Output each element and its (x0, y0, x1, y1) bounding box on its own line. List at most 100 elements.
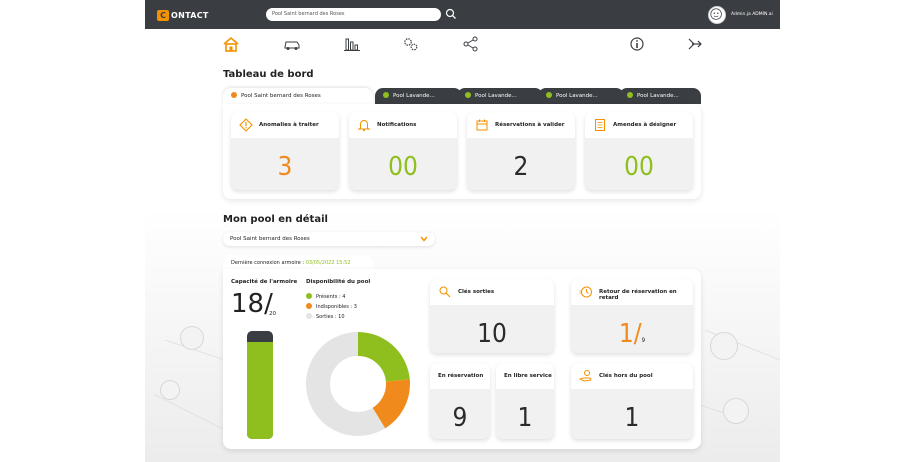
tab-label: Pool Lavande... (393, 93, 435, 99)
tab-pool-3[interactable]: Pool Lavande... (457, 88, 543, 104)
status-dot (627, 92, 633, 98)
card-header: Retour de réservation en retard (571, 279, 693, 305)
info-icon[interactable] (628, 36, 646, 52)
card-title: En réservation (438, 373, 484, 379)
tab-label: Pool Lavande... (475, 93, 517, 99)
pool-select-value: Pool Saint bernard des Roses (230, 236, 310, 242)
tab-label: Pool Lavande... (556, 93, 598, 99)
last-connection-value: 03/05/2022 15:52 (305, 260, 351, 266)
logout-icon[interactable] (686, 36, 704, 52)
logo[interactable]: C ONTACT (157, 9, 209, 21)
pool-detail-title: Mon pool en détail (223, 214, 328, 225)
status-dot (231, 92, 237, 98)
card-title: Anomalies à traiter (259, 122, 319, 128)
card-header: Anomalies à traiter (231, 112, 339, 138)
late-return-count: 1/ (618, 319, 642, 349)
card-title: Notifications (377, 122, 417, 128)
document-icon (595, 119, 605, 131)
card-title: Clés hors du pool (599, 373, 653, 379)
card-header: Clés sorties (430, 279, 554, 305)
availability-label: Disponibilité du pool (306, 279, 371, 285)
legend-text: Indisponibles : 3 (316, 304, 357, 310)
keys-outside-card[interactable]: Clés hors du pool 1 (571, 363, 693, 439)
late-return-total: 9 (641, 337, 646, 344)
user-name[interactable]: Admin.ja ADMIN.ai (731, 12, 773, 17)
chevron-down-icon (420, 236, 428, 242)
card-header: Clés hors du pool (571, 363, 693, 389)
background-face-icon (180, 326, 204, 350)
search-icon[interactable] (445, 8, 457, 20)
dashboard-title: Tableau de bord (223, 69, 314, 80)
legend-swatch (306, 293, 312, 299)
donut-slice-out (306, 332, 410, 436)
card-title: Amendes à désigner (613, 122, 677, 128)
in-reservation-card[interactable]: En réservation 9 (430, 363, 490, 439)
clock-return-icon (579, 286, 592, 298)
free-service-count: 1 (517, 403, 533, 433)
background-screen-icon (710, 332, 738, 360)
card-header: Amendes à désigner (585, 112, 693, 138)
last-connection: Dernière connexion armoire : 03/05/2022 … (223, 255, 373, 271)
tab-pool-5[interactable]: Pool Lavande... (619, 88, 701, 104)
tab-pool-1[interactable]: Pool Saint bernard des Roses (223, 88, 373, 104)
keys-out-card[interactable]: Clés sorties 10 (430, 279, 554, 353)
pool-panel: Capacité de l'armoire 18/ 20 Disponibili… (223, 269, 701, 449)
chart-icon[interactable] (343, 36, 361, 52)
donut-slice-unavailable (306, 332, 410, 436)
background-car-icon (160, 380, 180, 400)
warning-icon (239, 118, 253, 132)
reservations-count: 2 (513, 152, 529, 182)
bell-icon (357, 119, 371, 132)
tab-label: Pool Lavande... (637, 93, 679, 99)
free-service-card[interactable]: En libre service 1 (496, 363, 554, 439)
app-frame: C ONTACT Pool Saint bernard des Roses Ad… (145, 0, 780, 462)
status-dot (383, 92, 389, 98)
calendar-icon (476, 119, 488, 131)
tab-pool-2[interactable]: Pool Lavande... (375, 88, 462, 104)
fines-card[interactable]: Amendes à désigner 00 (585, 112, 693, 190)
top-bar: C ONTACT Pool Saint bernard des Roses Ad… (145, 0, 780, 29)
anomalies-count: 3 (277, 152, 293, 182)
availability-donut (306, 332, 410, 436)
tab-pool-4[interactable]: Pool Lavande... (538, 88, 624, 104)
reservations-card[interactable]: Réservations à valider 2 (467, 112, 575, 190)
avatar[interactable] (708, 6, 726, 24)
legend-text: Présents : 4 (316, 294, 346, 300)
legend-swatch (306, 303, 312, 309)
keys-outside-count: 1 (624, 403, 640, 433)
pool-tabs: Pool Lavande... Pool Lavande... Pool Lav… (223, 88, 701, 106)
status-dot (465, 92, 471, 98)
dashboard-panel: Anomalies à traiter 3 Notifications 00 R… (223, 104, 701, 199)
settings-gears-icon[interactable] (402, 36, 420, 52)
late-return-card[interactable]: Retour de réservation en retard 1/9 (571, 279, 693, 353)
in-reservation-count: 9 (452, 403, 468, 433)
legend-present: Présents : 4 (306, 293, 345, 300)
fines-count: 00 (624, 152, 654, 182)
background-gear-icon (723, 398, 749, 424)
legend-unavailable: Indisponibles : 3 (306, 303, 357, 310)
pool-select[interactable]: Pool Saint bernard des Roses (223, 232, 435, 246)
search-input[interactable]: Pool Saint bernard des Roses (266, 8, 441, 21)
capacity-label: Capacité de l'armoire (231, 279, 298, 285)
user-face-icon (710, 8, 722, 20)
card-title: En libre service (504, 373, 552, 379)
card-title: Clés sorties (458, 289, 495, 295)
card-title: Retour de réservation en retard (599, 289, 677, 301)
capacity-gauge-fill (247, 341, 273, 439)
card-header: Réservations à valider (467, 112, 575, 138)
capacity-value: 18/ (231, 289, 273, 319)
car-icon[interactable] (283, 36, 301, 52)
card-title: Réservations à valider (495, 122, 565, 128)
late-return-value: 1/9 (571, 319, 693, 349)
status-dot (546, 92, 552, 98)
share-icon[interactable] (462, 36, 480, 52)
legend-out: Sorties : 10 (306, 313, 345, 320)
keys-out-count: 10 (477, 319, 507, 349)
capacity-gauge (247, 331, 273, 439)
notifications-card[interactable]: Notifications 00 (349, 112, 457, 190)
anomalies-card[interactable]: Anomalies à traiter 3 (231, 112, 339, 190)
home-icon[interactable] (222, 36, 240, 52)
logo-mark: C (157, 9, 169, 21)
legend-swatch (306, 313, 312, 319)
tab-label: Pool Saint bernard des Roses (241, 93, 321, 99)
